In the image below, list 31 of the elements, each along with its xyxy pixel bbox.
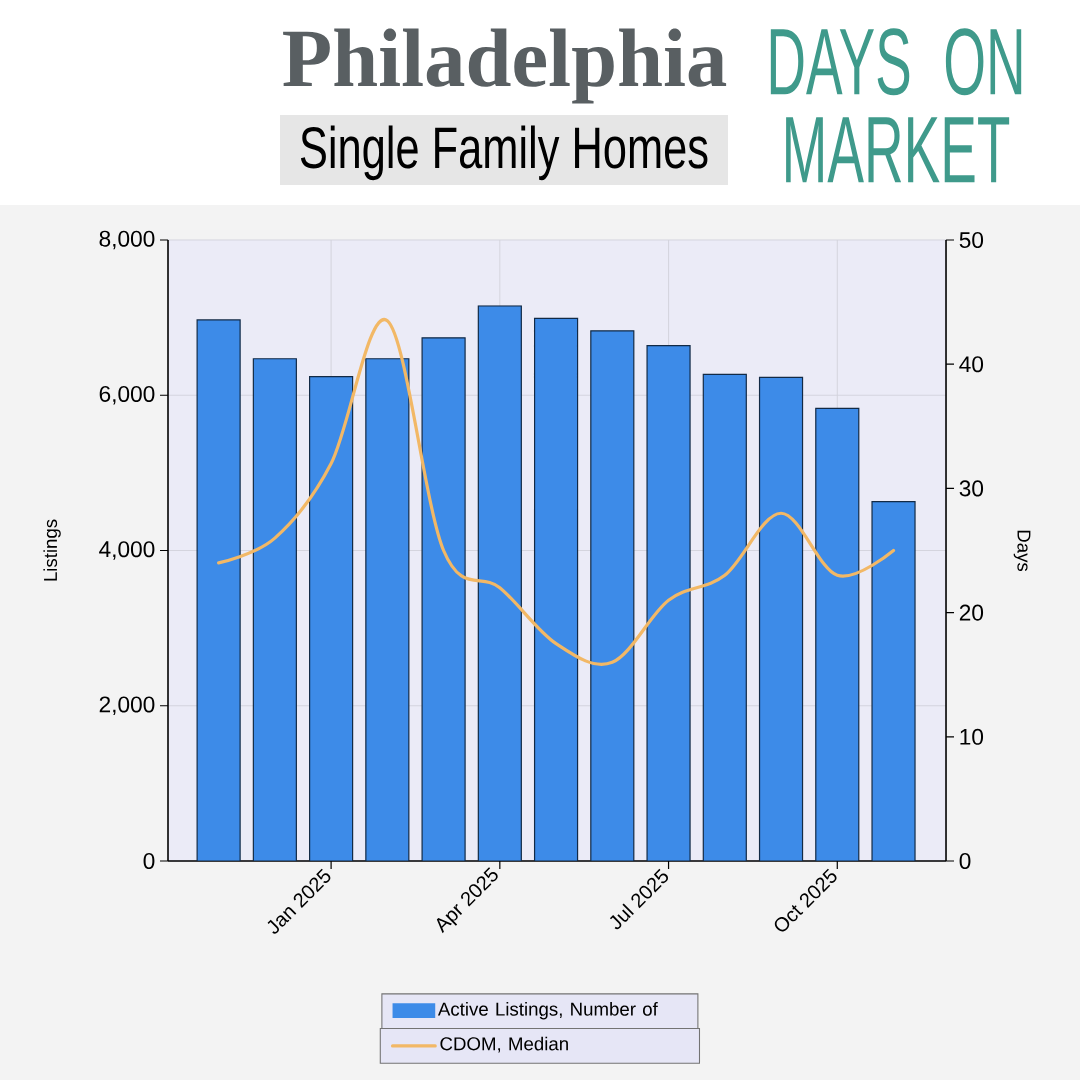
y2-tick-label: 50 <box>959 231 984 249</box>
bar <box>421 337 466 861</box>
bar <box>365 358 410 861</box>
y2-tick-label: 30 <box>959 480 984 497</box>
bar <box>533 317 579 861</box>
chart-subtitle: Single Family Homes <box>300 125 708 181</box>
y2-tick-label: 40 <box>959 356 984 373</box>
bar <box>815 407 860 861</box>
y2-tick-label: 10 <box>960 728 984 745</box>
bar <box>758 376 804 861</box>
legend-label: Active Listings, Number of <box>437 1002 658 1020</box>
y-tick-label: 0 <box>143 852 155 870</box>
bar <box>590 330 635 861</box>
legend-label: CDOM, Median <box>440 1036 568 1053</box>
bar <box>871 500 916 861</box>
y-tick-label: 8,000 <box>99 230 155 250</box>
bar <box>477 305 522 861</box>
bar <box>646 344 691 861</box>
y-axis-title: Listings <box>43 519 61 581</box>
bar <box>196 319 241 861</box>
bar <box>252 358 297 861</box>
y-tick-label: 2,000 <box>99 696 155 716</box>
y2-tick-label: 0 <box>959 852 971 870</box>
y2-axis-title: Days <box>1013 530 1031 572</box>
y-tick-label: 6,000 <box>99 385 155 405</box>
bar <box>309 376 354 861</box>
y-tick-label: 4,000 <box>99 541 155 560</box>
text: DAYS ON MARKET <box>770 28 1022 183</box>
chart-title: Philadelphia <box>283 28 727 104</box>
y2-tick-label: 20 <box>959 604 984 621</box>
bar <box>702 373 747 861</box>
